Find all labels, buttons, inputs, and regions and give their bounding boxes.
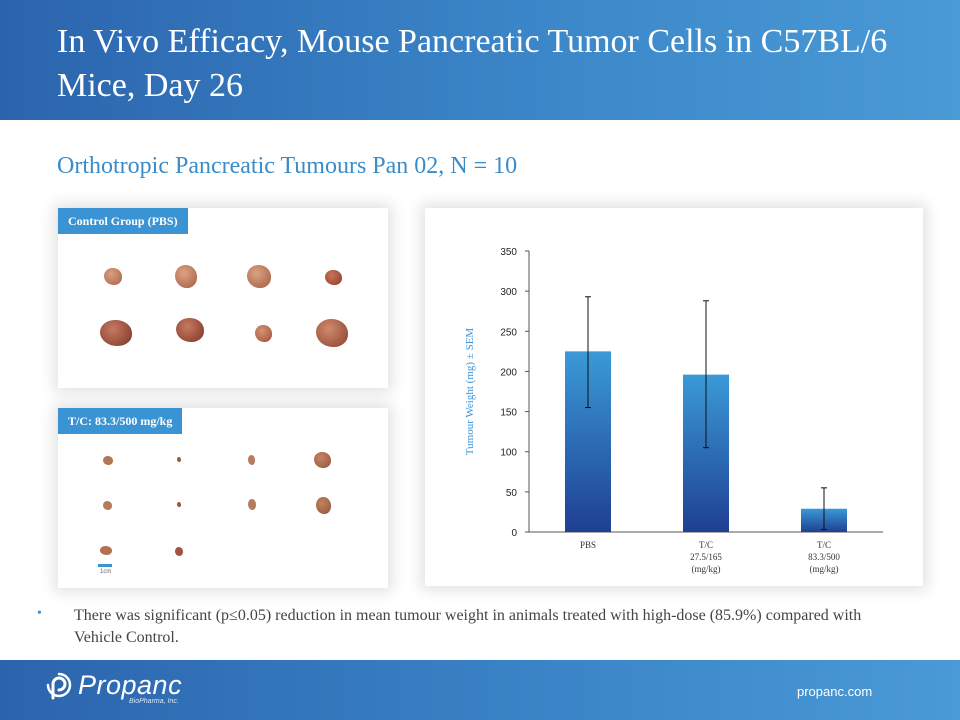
- slide-footer: [0, 660, 960, 720]
- x-tick-label: PBS: [580, 540, 596, 550]
- x-tick-label: T/C 83.3/500 (mg/kg): [808, 540, 840, 574]
- chart-panel: 0 50 100 150 200 250 300 350 Tumour Weight (mg) …: [425, 208, 923, 586]
- logo-subtitle: BioPharma, Inc.: [129, 698, 179, 705]
- tumor-sample: [255, 325, 272, 342]
- tumor-sample: [103, 501, 112, 510]
- tumour-weight-chart: 0 50 100 150 200 250 300 350 Tumour Weight (mg) …: [464, 247, 883, 574]
- y-tick-label: 0: [511, 528, 517, 539]
- y-tick-label: 300: [500, 287, 517, 298]
- tumor-sample: [100, 320, 132, 346]
- slide-subtitle: Orthotropic Pancreatic Tumours Pan 02, N…: [57, 153, 518, 179]
- scale-bar-label: 1cm: [100, 569, 112, 575]
- tumor-sample: [316, 497, 331, 514]
- website-link[interactable]: propanc.com: [797, 684, 873, 699]
- tumor-sample: [175, 265, 197, 288]
- tumor-sample: [248, 455, 255, 465]
- propanc-logo-icon: [44, 671, 74, 706]
- y-tick-label: 250: [500, 327, 517, 338]
- tumor-sample: [103, 456, 113, 465]
- tumor-sample: [176, 318, 204, 342]
- y-axis-title: Tumour Weight (mg) ± SEM: [464, 328, 476, 456]
- tumor-sample: [314, 452, 331, 468]
- tumor-sample: [316, 319, 348, 347]
- treated-group-photo: T/C: 83.3/500 mg/kg 1cm: [58, 408, 388, 588]
- tumor-sample: [100, 546, 112, 555]
- y-tick-label: 150: [500, 408, 517, 419]
- control-group-label: Control Group (PBS): [58, 208, 188, 234]
- tumor-sample: [104, 268, 122, 285]
- y-tick-label: 350: [500, 247, 517, 258]
- tumor-sample: [248, 499, 256, 510]
- control-group-photo: Control Group (PBS): [58, 208, 388, 388]
- tumor-sample: [177, 457, 181, 462]
- logo-name: Propanc: [78, 670, 183, 700]
- bullet-text: There was significant (p≤0.05) reduction…: [74, 607, 862, 646]
- y-tick-label: 50: [506, 488, 518, 499]
- x-tick-label: T/C 27.5/165 (mg/kg): [690, 540, 722, 574]
- y-tick-label: 100: [500, 448, 517, 459]
- tumor-sample: [247, 265, 271, 288]
- slide-header: In Vivo Efficacy, Mouse Pancreatic Tumor…: [0, 0, 960, 120]
- tumor-sample: [175, 547, 183, 556]
- bullet-marker: •: [37, 606, 42, 621]
- slide-title: In Vivo Efficacy, Mouse Pancreatic Tumor…: [57, 23, 888, 104]
- tumor-sample: [177, 502, 181, 507]
- scale-bar: [98, 564, 112, 567]
- tumor-sample: [325, 270, 342, 285]
- y-tick-label: 200: [500, 367, 517, 378]
- treated-group-label: T/C: 83.3/500 mg/kg: [58, 408, 183, 434]
